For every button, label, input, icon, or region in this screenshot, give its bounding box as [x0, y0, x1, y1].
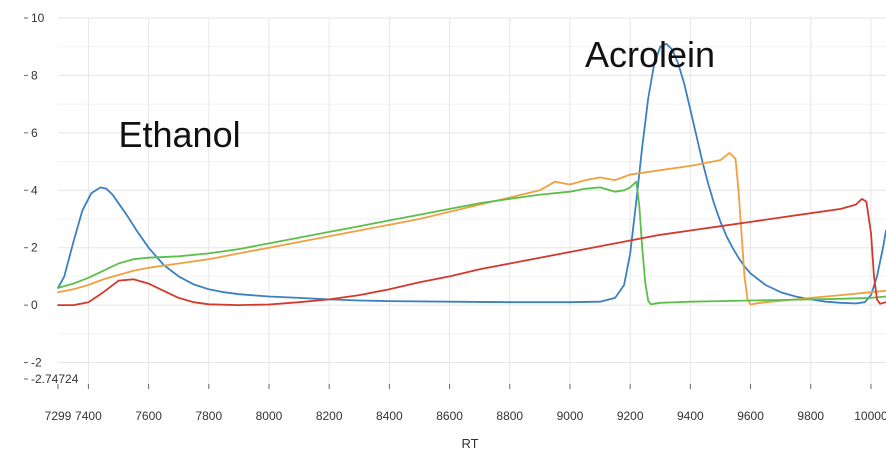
x-tick-label: 7400 — [75, 409, 102, 423]
series-group — [57, 42, 886, 306]
y-tick-label: 8 — [31, 68, 38, 82]
annotation-label: Ethanol — [118, 114, 240, 155]
x-tick-label: 8600 — [436, 409, 463, 423]
annotation-label: Acrolein — [585, 34, 715, 75]
x-tick-label: 8000 — [256, 409, 283, 423]
x-tick-label: 8400 — [376, 409, 403, 423]
x-tick-label: 7600 — [135, 409, 162, 423]
y-axis: 10 8 6 4 2 0 -2 -2.74724 — [24, 11, 79, 386]
y-tick-label: -2 — [31, 356, 42, 370]
x-tick-label: 8200 — [316, 409, 343, 423]
y-tick-label: 6 — [31, 126, 38, 140]
y-tick-label: 2 — [31, 241, 38, 255]
series-line-3 — [57, 180, 886, 306]
y-tick-label: -2.74724 — [31, 372, 79, 386]
x-axis: 7299 7400 7600 7800 8000 8200 8400 8600 8800 9000… — [45, 384, 886, 423]
x-tick-label: 7299 — [45, 409, 72, 423]
x-tick-label: 10000 — [854, 409, 886, 423]
x-tick-label: 7800 — [195, 409, 222, 423]
series-line-4 — [57, 198, 886, 306]
x-tick-label: 9200 — [617, 409, 644, 423]
x-tick-label: 9800 — [797, 409, 824, 423]
series-line-2 — [57, 152, 886, 306]
x-tick-label: 9600 — [737, 409, 764, 423]
x-tick-label: 8800 — [496, 409, 523, 423]
series-line-1 — [57, 42, 886, 305]
x-axis-title: RT — [461, 436, 478, 451]
annotations: Ethanol Acrolein — [118, 34, 715, 155]
y-tick-label: 4 — [31, 183, 38, 197]
y-tick-label: 10 — [31, 11, 45, 25]
x-tick-label: 9400 — [677, 409, 704, 423]
grid — [58, 17, 886, 384]
y-tick-label: 0 — [31, 298, 38, 312]
x-tick-label: 9000 — [557, 409, 584, 423]
